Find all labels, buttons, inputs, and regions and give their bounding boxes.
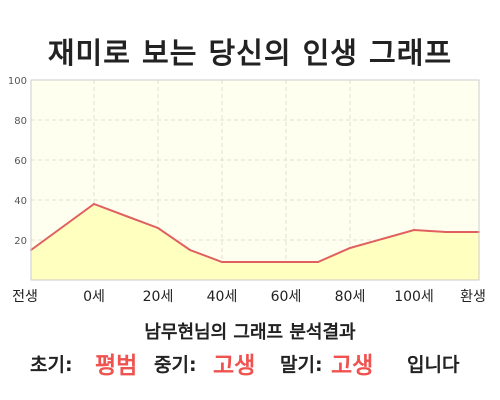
y-tick-label: 20 (14, 236, 27, 247)
data-point (189, 249, 191, 251)
early-value: 평범 (95, 353, 138, 379)
data-point (445, 231, 447, 233)
x-tick-label: 환생 (460, 289, 486, 305)
data-point (349, 247, 351, 249)
x-tick-label: 0세 (83, 289, 105, 305)
mid-label: 중기: (154, 354, 197, 376)
data-point (221, 261, 223, 263)
data-point (413, 229, 415, 231)
data-point (285, 261, 287, 263)
y-tick-label: 80 (14, 116, 27, 127)
analysis-subtitle: 남무현님의 그래프 분석결과 (144, 322, 356, 343)
x-tick-label: 20세 (143, 289, 174, 305)
x-tick-label: 60세 (271, 289, 302, 305)
x-tick-label: 전생 (12, 289, 38, 305)
late-label: 말기: (280, 354, 323, 376)
data-point (317, 261, 319, 263)
life-graph-chart: 100 80 60 40 20 전생 0세 20세 40세 60세 80세 100세 환생 (8, 76, 486, 305)
chart-title: 재미로 보는 당신의 인생 그래프 (47, 36, 453, 70)
x-tick-label: 80세 (335, 289, 366, 305)
plot-border (30, 79, 480, 281)
ending-text: 입니다 (407, 354, 460, 376)
y-tick-label: 40 (14, 196, 27, 207)
early-label: 초기: (30, 354, 73, 376)
y-tick-label: 60 (14, 156, 27, 167)
data-point (157, 227, 159, 229)
mid-value: 고생 (213, 353, 256, 379)
y-tick-label: 100 (8, 76, 27, 87)
data-point (93, 203, 95, 205)
late-value: 고생 (331, 353, 374, 379)
analysis-result: 초기: 평범 중기: 고생 말기: 고생 입니다 (30, 346, 490, 380)
x-tick-label: 100세 (394, 289, 434, 305)
x-tick-label: 40세 (207, 289, 238, 305)
